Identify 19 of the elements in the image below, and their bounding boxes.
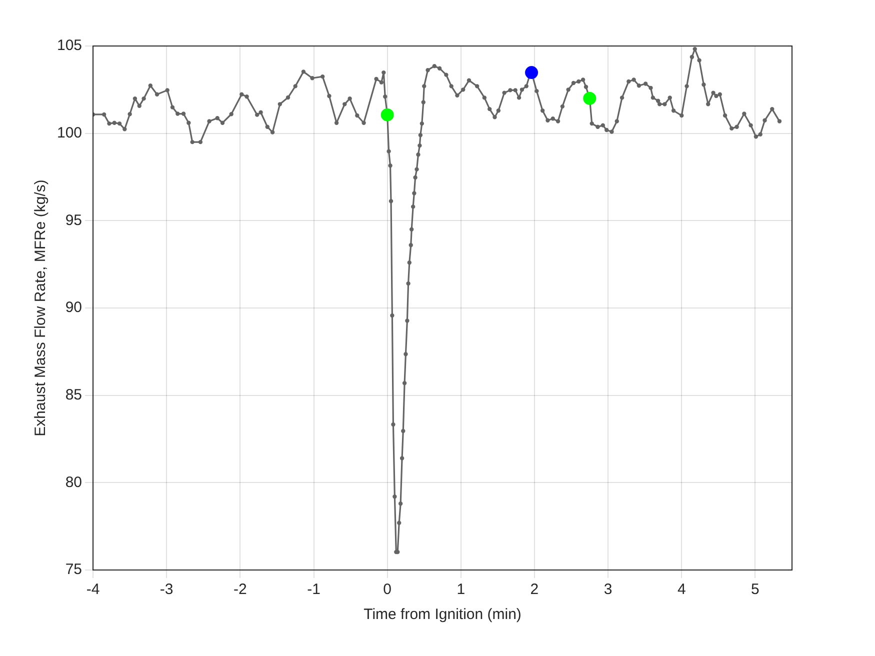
y-tick-label: 85 — [65, 386, 82, 404]
x-tick-label: 3 — [604, 581, 612, 598]
x-tick-label: -4 — [86, 581, 100, 598]
x-tick-label: -1 — [307, 581, 320, 598]
x-tick-label: 2 — [530, 581, 539, 598]
x-tick-label: 5 — [751, 581, 760, 598]
y-tick-label: 95 — [65, 212, 82, 229]
x-tick-label: 1 — [456, 581, 466, 598]
x-tick-label: -3 — [160, 581, 174, 598]
y-tick-label: 80 — [65, 474, 82, 491]
x-tick-label: -2 — [234, 581, 247, 598]
y-tick-label: 75 — [65, 561, 82, 578]
y-tick-label: 100 — [56, 124, 82, 142]
x-tick-label: 0 — [383, 581, 392, 598]
y-tick-label: 90 — [65, 299, 82, 316]
x-axis-title: Time from Ignition (min) — [364, 606, 522, 624]
y-tick-label: 105 — [56, 37, 82, 54]
y-axis-title: Exhaust Mass Flow Rate, MFRe (kg/s) — [32, 180, 50, 436]
x-tick-label: 4 — [677, 581, 686, 598]
